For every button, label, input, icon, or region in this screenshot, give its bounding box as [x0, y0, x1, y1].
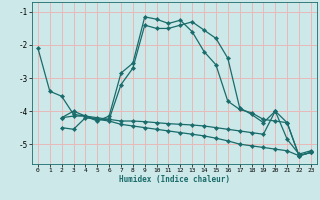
X-axis label: Humidex (Indice chaleur): Humidex (Indice chaleur) [119, 175, 230, 184]
